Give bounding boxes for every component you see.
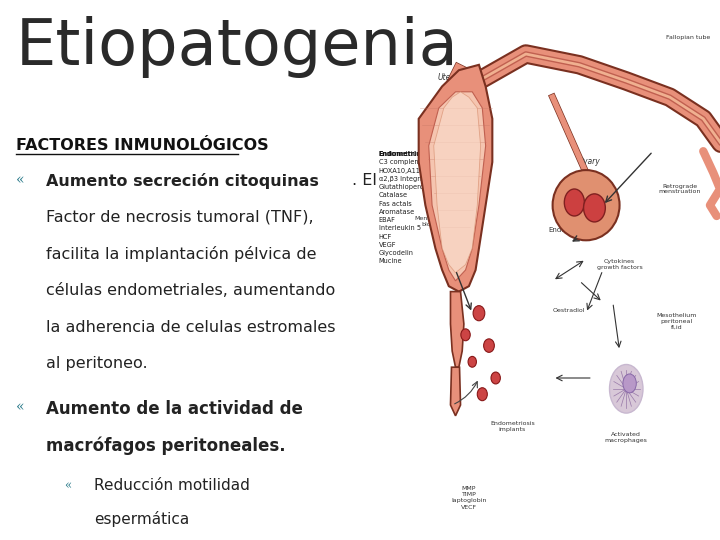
Text: FACTORES INMUNOLÓGICOS: FACTORES INMUNOLÓGICOS bbox=[16, 138, 269, 153]
Ellipse shape bbox=[461, 329, 470, 341]
Text: espermática: espermática bbox=[94, 511, 189, 527]
Text: facilita la implantación pélvica de: facilita la implantación pélvica de bbox=[46, 246, 317, 262]
Text: MMP
TIMP
laptoglobin
VECF: MMP TIMP laptoglobin VECF bbox=[451, 486, 487, 510]
Ellipse shape bbox=[484, 339, 495, 352]
Text: al peritoneo.: al peritoneo. bbox=[46, 356, 148, 372]
Text: Activated
macrophages: Activated macrophages bbox=[605, 432, 648, 443]
Text: Uterus: Uterus bbox=[438, 73, 463, 82]
Ellipse shape bbox=[473, 306, 485, 321]
Text: Menstrual
blood: Menstrual blood bbox=[415, 216, 446, 227]
Text: . El: . El bbox=[351, 173, 377, 188]
Ellipse shape bbox=[468, 356, 477, 367]
Ellipse shape bbox=[564, 189, 585, 216]
Text: células endometriales, aumentando: células endometriales, aumentando bbox=[46, 283, 336, 298]
Ellipse shape bbox=[477, 388, 487, 401]
Text: Endometriosis
implants: Endometriosis implants bbox=[490, 421, 535, 432]
Text: la adherencia de celulas estromales: la adherencia de celulas estromales bbox=[46, 320, 336, 335]
Text: Mesothelium
peritoneal
fl,id: Mesothelium peritoneal fl,id bbox=[657, 313, 697, 330]
Text: «: « bbox=[16, 173, 24, 187]
Ellipse shape bbox=[610, 364, 643, 413]
Text: Endometrium
C3 complement
HOXA10,A11
α2,β3 Integrin
Glutathioperoxidase
Catalase: Endometrium C3 complement HOXA10,A11 α2,… bbox=[379, 151, 446, 265]
Text: Cytokines
growth factors: Cytokines growth factors bbox=[597, 259, 642, 270]
Text: Reducción motilidad: Reducción motilidad bbox=[94, 478, 250, 494]
Polygon shape bbox=[419, 65, 492, 292]
Text: Endometriomes: Endometriomes bbox=[549, 227, 603, 233]
Polygon shape bbox=[451, 292, 464, 367]
Polygon shape bbox=[451, 367, 461, 416]
Text: Aumento secreción citoquinas: Aumento secreción citoquinas bbox=[46, 173, 319, 189]
Text: Aumento de la actividad de: Aumento de la actividad de bbox=[46, 400, 303, 417]
Text: Ovary: Ovary bbox=[578, 157, 600, 166]
Text: «: « bbox=[64, 478, 71, 491]
Text: «: « bbox=[16, 400, 24, 414]
Text: Fallopian tube: Fallopian tube bbox=[666, 35, 710, 40]
Text: macrófagos peritoneales.: macrófagos peritoneales. bbox=[46, 436, 286, 455]
Ellipse shape bbox=[553, 170, 620, 240]
Text: Etiopatogenia: Etiopatogenia bbox=[16, 16, 459, 78]
Text: Retrograde
menstruation: Retrograde menstruation bbox=[659, 184, 701, 194]
Text: Oestradiol: Oestradiol bbox=[553, 308, 585, 313]
Ellipse shape bbox=[623, 374, 636, 393]
Polygon shape bbox=[433, 92, 481, 273]
Polygon shape bbox=[428, 92, 486, 281]
Text: Factor de necrosis tumoral (TNF),: Factor de necrosis tumoral (TNF), bbox=[46, 210, 314, 225]
Text: Endometrium: Endometrium bbox=[379, 151, 428, 157]
Ellipse shape bbox=[491, 372, 500, 384]
Ellipse shape bbox=[584, 194, 606, 222]
